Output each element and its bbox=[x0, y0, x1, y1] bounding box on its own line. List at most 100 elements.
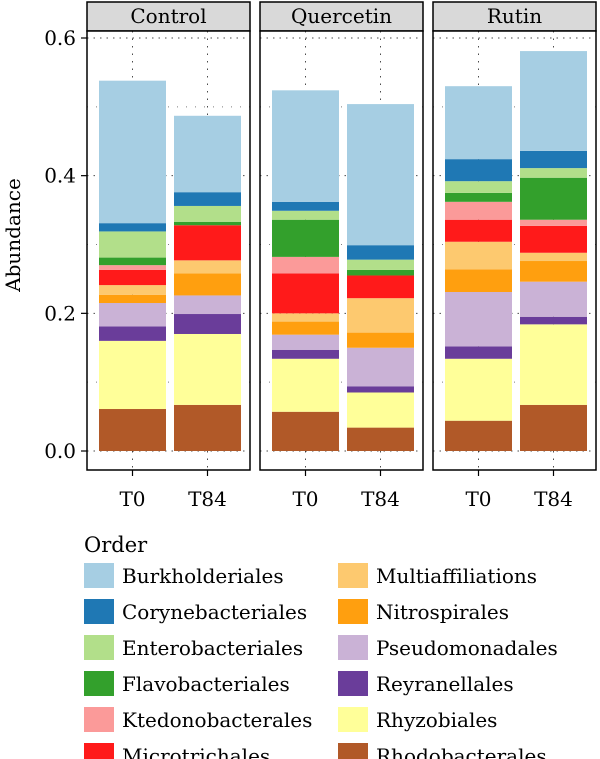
bar-segment-enterobacteriales bbox=[174, 205, 241, 222]
facet-strip bbox=[86, 1, 251, 32]
legend-label: Reyranellales bbox=[376, 672, 514, 696]
bar-segment-reyranellales bbox=[99, 326, 166, 341]
bar-segment-rhodobacterales bbox=[347, 427, 414, 451]
legend-label: Microtrichales bbox=[122, 744, 270, 759]
bar-segment-reyranellales bbox=[347, 386, 414, 393]
bar-segment-nitrospirales bbox=[174, 273, 241, 296]
legend-swatch bbox=[84, 671, 114, 696]
bar-segment-microtrichales bbox=[445, 219, 512, 242]
bar-segment-multiaffiliations bbox=[347, 298, 414, 333]
panel-border bbox=[259, 30, 424, 471]
legend-swatch bbox=[338, 671, 368, 696]
bar-segment-flavobacteriales bbox=[347, 269, 414, 276]
bar-segment-enterobacteriales bbox=[272, 210, 339, 220]
bar-segment-rhodobacterales bbox=[99, 409, 166, 451]
bar-segment-ktedonobacterales bbox=[272, 256, 339, 274]
bar-segment-flavobacteriales bbox=[272, 219, 339, 257]
y-tick-label: 0.6 bbox=[44, 26, 76, 50]
bar-segment-reyranellales bbox=[520, 316, 587, 325]
bar-segment-rhyzobiales bbox=[272, 358, 339, 412]
bar-stack-quercetin-t0 bbox=[272, 90, 339, 451]
bar-segment-nitrospirales bbox=[347, 332, 414, 348]
bar-segment-burkholderiales bbox=[272, 90, 339, 202]
legend-swatch bbox=[84, 743, 114, 759]
bar-stack-rutin-t0 bbox=[445, 86, 512, 451]
bar-stack-quercetin-t84 bbox=[347, 104, 414, 451]
bar-segment-rhyzobiales bbox=[174, 333, 241, 405]
y-tick-label: 0.0 bbox=[44, 439, 76, 463]
bar-segment-multiaffiliations bbox=[445, 241, 512, 270]
bar-stack-control-t84 bbox=[174, 115, 241, 451]
facet-strip-label: Quercetin bbox=[291, 4, 392, 28]
legend-item-reyranellales: Reyranellales bbox=[338, 671, 514, 696]
legend-swatch bbox=[338, 599, 368, 624]
y-tick-label: 0.4 bbox=[44, 164, 76, 188]
legend-item-nitrospirales: Nitrospirales bbox=[338, 599, 509, 624]
bar-segment-enterobacteriales bbox=[347, 259, 414, 270]
legend-label: Enterobacteriales bbox=[122, 636, 303, 660]
facet-panel-rutin: Rutin T0 T84 bbox=[432, 1, 597, 511]
legend-label: Corynebacteriales bbox=[122, 600, 307, 624]
legend-item-rhyzobiales: Rhyzobiales bbox=[338, 707, 497, 732]
y-axis-title: Abundance bbox=[1, 178, 25, 293]
bar-segment-microtrichales bbox=[347, 275, 414, 299]
legend-label: Multiaffiliations bbox=[376, 564, 537, 588]
facet-strip-label: Rutin bbox=[487, 4, 542, 28]
legend-item-flavobacteriales: Flavobacteriales bbox=[84, 671, 290, 696]
legend-label: Nitrospirales bbox=[376, 600, 509, 624]
bar-segment-pseudomonadales bbox=[99, 303, 166, 327]
bar-segment-nitrospirales bbox=[445, 269, 512, 292]
x-tick-label: T0 bbox=[119, 487, 145, 511]
bar-segment-flavobacteriales bbox=[520, 177, 587, 220]
bar-segment-pseudomonadales bbox=[174, 295, 241, 315]
legend-item-burkholderiales: Burkholderiales bbox=[84, 563, 284, 588]
x-tick-label: T84 bbox=[534, 487, 573, 511]
bar-segment-burkholderiales bbox=[174, 115, 241, 193]
legend-swatch bbox=[84, 599, 114, 624]
bar-segment-flavobacteriales bbox=[445, 192, 512, 202]
bar-segment-rhyzobiales bbox=[520, 324, 587, 405]
bar-segment-multiaffiliations bbox=[520, 252, 587, 262]
legend-title: Order bbox=[84, 533, 148, 557]
bar-segment-ktedonobacterales bbox=[520, 219, 587, 226]
bar-segment-corynebacteriales bbox=[174, 192, 241, 206]
bar-segment-corynebacteriales bbox=[520, 150, 587, 169]
facet-panels: Control T0 T84 Quercetin T0 T84 Rutin T0 T84 bbox=[86, 1, 597, 511]
legend-item-ktedonobacterales: Ktedonobacterales bbox=[84, 707, 312, 732]
bar-segment-pseudomonadales bbox=[272, 334, 339, 350]
x-tick-label: T0 bbox=[465, 487, 491, 511]
panel-border bbox=[432, 30, 597, 471]
bar-segment-multiaffiliations bbox=[174, 260, 241, 274]
y-tick-label: 0.2 bbox=[44, 301, 76, 325]
facet-panel-quercetin: Quercetin T0 T84 bbox=[259, 1, 424, 511]
bar-segment-rhodobacterales bbox=[272, 411, 339, 451]
legend-swatch bbox=[338, 563, 368, 588]
bar-stack-rutin-t84 bbox=[520, 51, 587, 451]
legend-swatch bbox=[84, 563, 114, 588]
legend-item-microtrichales: Microtrichales bbox=[84, 743, 270, 759]
bar-segment-reyranellales bbox=[174, 314, 241, 334]
bar-segment-burkholderiales bbox=[99, 80, 166, 224]
bar-segment-multiaffiliations bbox=[272, 313, 339, 322]
facet-strip bbox=[259, 1, 424, 32]
bar-segment-flavobacteriales bbox=[99, 257, 166, 266]
legend: Order Burkholderiales Corynebacteriales En… bbox=[84, 533, 558, 759]
bar-segment-microtrichales bbox=[272, 273, 339, 314]
panel-border bbox=[86, 30, 251, 471]
legend-swatch bbox=[84, 635, 114, 660]
legend-label: Rhyzobiales bbox=[376, 708, 497, 732]
legend-label: Flavobacteriales bbox=[122, 672, 290, 696]
bar-segment-corynebacteriales bbox=[347, 245, 414, 260]
bar-segment-rhodobacterales bbox=[174, 404, 241, 451]
bar-segment-enterobacteriales bbox=[99, 231, 166, 258]
bar-segment-burkholderiales bbox=[445, 86, 512, 160]
bar-segment-pseudomonadales bbox=[445, 291, 512, 347]
legend-label: Ktedonobacterales bbox=[122, 708, 312, 732]
legend-label: Pseudomonadales bbox=[376, 636, 558, 660]
bar-segment-microtrichales bbox=[99, 269, 166, 286]
bar-segment-ktedonobacterales bbox=[99, 265, 166, 270]
bar-segment-reyranellales bbox=[272, 349, 339, 359]
legend-item-rhodobacterales: Rhodobacterales bbox=[338, 743, 547, 759]
legend-label: Burkholderiales bbox=[122, 564, 284, 588]
